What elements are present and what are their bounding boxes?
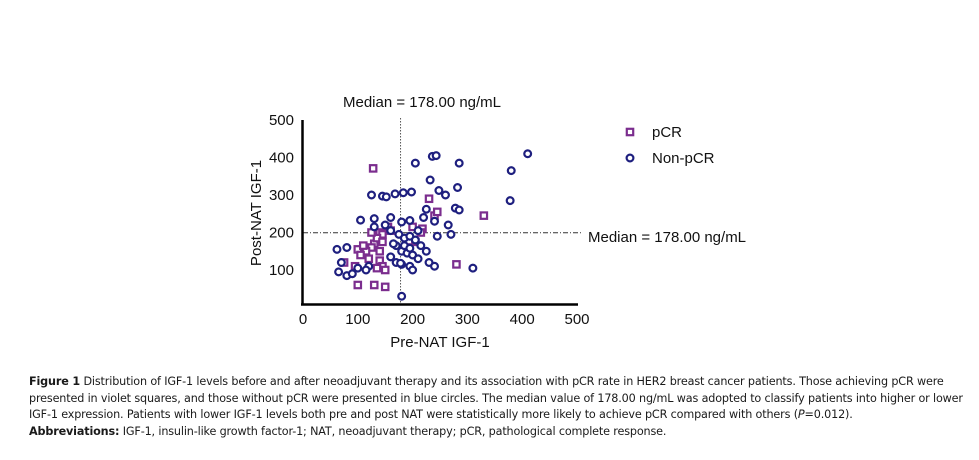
pcr-point [432,207,442,217]
legend-pcr-marker [625,127,635,137]
pcr-point [424,194,434,204]
figure-label: Figure 1 [29,375,81,388]
legend: pCR Non-pCR [625,124,715,167]
pcr-point [378,237,387,247]
y-tick-label: 300 [269,187,294,204]
x-tick-labels: 0 100 200 300 400 500 [299,311,590,328]
pcr-point [364,254,374,264]
legend-non-pcr-marker [625,153,635,163]
non-pcr-point [396,258,406,268]
non-pcr-point [347,269,357,279]
non-pcr-point [430,216,440,226]
non-pcr-point [405,243,415,253]
pcr-point [479,211,489,220]
non-pcr-point [419,213,429,223]
non-pcr-point [443,220,453,230]
y-tick-label: 500 [269,112,294,129]
horizontal-median-label: Median = 178.00 ng/mL [588,229,746,246]
x-tick-label: 500 [564,311,589,328]
pcr-point [368,164,378,173]
non-pcr-point [432,231,442,241]
non-pcr-point [416,241,426,251]
non-pcr-point [386,213,396,223]
non-pcr-point [398,188,408,198]
plot-area [303,118,582,304]
non-pcr-point [413,254,423,264]
non-pcr-point [336,258,346,268]
non-pcr-point [397,291,407,301]
y-tick-label: 100 [269,262,294,279]
non-pcr-point [407,187,417,197]
non-pcr-point [468,263,478,273]
y-tick-label: 200 [269,225,294,242]
non-pcr-point [386,252,396,262]
non-pcr-point [380,220,390,230]
non-pcr-point [381,192,391,202]
legend-label: Non-pCR [652,150,715,167]
non-pcr-point [390,189,400,199]
pcr-point [358,241,368,250]
abbreviations-text: IGF-1, insulin-like growth factor-1; NAT… [119,424,667,438]
non-pcr-point [388,239,398,249]
non-pcr-point [440,190,450,200]
y-tick-labels: 100 200 300 400 500 [269,112,294,279]
pcr-point [369,280,379,290]
pcr-point [380,282,390,292]
non-pcr-point [421,204,431,214]
y-tick-label: 400 [269,150,294,167]
figure-caption: Figure 1 Distribution of IGF-1 levels be… [29,374,969,440]
non-pcr-point [356,215,366,225]
non-pcr-point [397,217,407,227]
vertical-median-label: Median = 178.00 ng/mL [343,94,501,111]
non-pcr-point [410,158,420,168]
non-pcr-point [505,196,515,206]
non-pcr-point [334,267,344,277]
non-pcr-point [523,149,533,159]
x-tick-label: 200 [400,311,425,328]
non-pcr-point [506,166,516,176]
non-pcr-point [434,186,444,196]
non-pcr-point [367,190,377,200]
abbreviations-label: Abbreviations: [29,424,120,438]
pcr-point [356,250,365,260]
pcr-point [380,265,390,275]
non-pcr-point [421,246,431,256]
non-pcr-point [453,183,463,193]
non-pcr-point [342,243,352,253]
figure-description: Distribution of IGF-1 levels before and … [29,375,963,421]
pcr-point [353,280,363,290]
pcr-point [452,260,461,269]
p-symbol: P [797,408,805,421]
non-pcr-point [353,263,363,273]
non-pcr-point [446,229,456,239]
non-pcr-point [332,244,342,254]
p-value: =0.012). [804,408,853,421]
pcr-point [375,246,385,256]
x-tick-label: 400 [510,311,535,328]
non-pcr-point [454,158,464,168]
non-pcr-point [454,205,464,215]
non-pcr-point [431,151,441,161]
non-pcr-point [425,175,435,185]
x-tick-label: 100 [345,311,370,328]
scatter-chart: 0 100 200 300 400 500 100 200 300 400 500 Pre-NAT… [248,94,746,351]
non-pcr-point [369,222,379,232]
legend-label: pCR [652,124,682,141]
pcr-point [372,263,382,273]
non-pcr-point [408,265,418,275]
x-tick-label: 300 [455,311,480,328]
non-pcr-point [386,226,396,236]
abbreviations-paragraph: Abbreviations: IGF-1, insulin-like growt… [29,424,969,441]
non-pcr-point [405,216,415,226]
y-axis-title: Post-NAT IGF-1 [248,160,265,266]
non-pcr-point [430,261,440,271]
x-tick-label: 0 [299,311,307,328]
non-pcr-point [369,214,379,224]
caption-paragraph: Figure 1 Distribution of IGF-1 levels be… [29,374,969,424]
non-pcr-point [410,235,420,245]
non-pcr-point [361,265,371,275]
x-axis-title: Pre-NAT IGF-1 [390,334,489,351]
non-pcr-point [413,226,423,236]
